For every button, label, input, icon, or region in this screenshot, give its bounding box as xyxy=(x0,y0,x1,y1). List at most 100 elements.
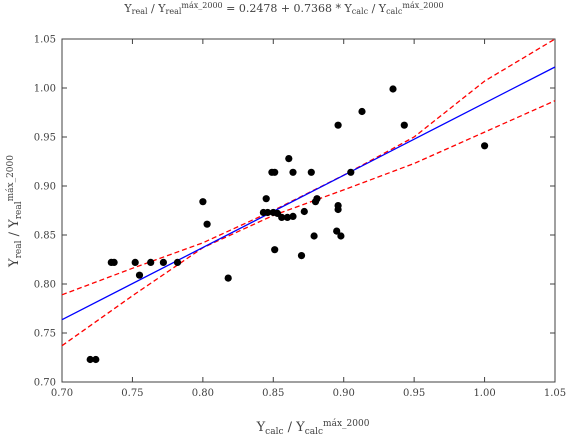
y-tick-label: 1.00 xyxy=(34,84,56,95)
y-tick: 0.95 xyxy=(34,133,555,144)
data-point xyxy=(400,121,408,129)
data-point xyxy=(203,220,211,228)
x-axis-label-part-0: Y xyxy=(256,420,266,435)
data-point xyxy=(271,246,279,254)
data-point xyxy=(300,207,308,216)
data-point xyxy=(110,258,118,266)
confidence-band xyxy=(61,38,556,347)
y-tick: 0.85 xyxy=(34,231,555,242)
y-tick-label: 0.85 xyxy=(34,231,56,242)
data-point xyxy=(289,168,297,176)
data-point xyxy=(135,271,144,279)
x-axis-label-part-2: / Y xyxy=(283,420,305,435)
regression-line xyxy=(61,66,556,321)
data-point xyxy=(271,168,279,176)
data-point xyxy=(337,232,345,240)
x-tick: 1.05 xyxy=(544,39,566,399)
chart-title-part-7: / Y xyxy=(368,2,387,15)
data-point xyxy=(131,258,139,266)
x-axis: 0.70 0.75 0.80 0.85 0.90 0.95 1.00 1.05 xyxy=(51,39,566,399)
chart-title-part-5: = 0.2478 + 0.7368 * Y xyxy=(223,2,353,15)
data-point xyxy=(264,208,272,217)
data-point xyxy=(86,355,94,364)
data-point xyxy=(283,213,291,221)
y-tick-label: 0.75 xyxy=(34,329,56,340)
plot-area: 0.70 0.75 0.80 0.85 0.90 0.95 1.00 1.05 0.700.7… xyxy=(34,35,566,400)
chart-title-part-6: calc xyxy=(352,7,369,16)
chart-title-part-9: máx_2000 xyxy=(402,1,443,10)
x-tick-label: 0.80 xyxy=(192,388,214,399)
data-point xyxy=(289,212,297,220)
data-points xyxy=(86,85,489,364)
data-point xyxy=(92,355,100,364)
y-axis-label-part-1: real xyxy=(14,240,24,258)
y-tick: 0.70 xyxy=(34,378,555,389)
y-axis-label-part-4: máx_2000 xyxy=(5,155,16,202)
data-point xyxy=(334,121,342,129)
chart-title-part-4: máx_2000 xyxy=(181,1,222,10)
data-point xyxy=(358,107,366,116)
y-tick-label: 0.90 xyxy=(34,182,56,193)
y-axis: 0.70 0.75 0.80 0.85 0.90 0.95 1.00 1.05 xyxy=(34,35,555,389)
data-point xyxy=(307,168,315,176)
x-axis-label-part-3: calc xyxy=(305,427,323,437)
data-point xyxy=(147,258,155,266)
data-point xyxy=(199,198,207,206)
data-point xyxy=(224,274,232,282)
x-tick: 0.95 xyxy=(403,39,425,399)
x-tick: 0.90 xyxy=(333,39,355,399)
x-tick-label: 1.00 xyxy=(473,388,495,399)
data-point xyxy=(173,258,182,266)
chart-title-part-2: / Y xyxy=(148,2,167,15)
x-tick-label: 0.90 xyxy=(333,388,355,399)
chart-title-part-8: calc xyxy=(386,7,403,16)
y-tick-label: 0.70 xyxy=(34,378,56,389)
y-tick-label: 0.95 xyxy=(34,133,56,144)
x-tick-label: 0.95 xyxy=(403,388,425,399)
x-tick-label: 0.75 xyxy=(121,388,143,399)
y-axis-label-part-0: Y xyxy=(7,258,22,268)
data-point xyxy=(333,227,341,235)
y-tick: 1.05 xyxy=(34,35,555,46)
plot-frame xyxy=(61,38,556,383)
y-tick-label: 0.80 xyxy=(34,280,56,291)
data-point xyxy=(313,195,321,203)
x-tick: 0.70 xyxy=(51,39,73,399)
data-point xyxy=(481,142,489,150)
x-axis-label-part-1: calc xyxy=(265,427,283,437)
y-axis-label-part-3: real xyxy=(14,201,24,219)
data-point xyxy=(347,168,355,176)
x-axis-label: Ycalc / Ycalcmáx_2000 xyxy=(256,418,370,437)
y-axis-label: Yreal / Yrealmáx_2000 xyxy=(5,155,24,268)
confidence-band-lower xyxy=(61,100,556,347)
data-point xyxy=(310,232,318,240)
regression-line-group xyxy=(61,66,556,321)
chart-title: Yreal / Yrealmáx_2000 = 0.2478 + 0.7368 … xyxy=(123,1,443,17)
x-tick-label: 0.70 xyxy=(51,388,73,399)
y-tick: 0.80 xyxy=(34,280,555,291)
y-tick: 0.90 xyxy=(34,182,555,193)
y-axis-label-part-2: / Y xyxy=(7,219,22,241)
y-tick: 0.75 xyxy=(34,329,555,340)
data-point xyxy=(334,205,342,214)
chart-title-part-1: real xyxy=(132,7,148,16)
data-point xyxy=(262,195,270,203)
chart-title-part-0: Y xyxy=(123,2,132,15)
confidence-band-upper xyxy=(61,38,556,296)
x-axis-label-part-4: máx_2000 xyxy=(323,418,370,429)
data-point xyxy=(389,85,397,93)
x-tick-label: 1.05 xyxy=(544,388,566,399)
x-tick: 0.80 xyxy=(192,39,214,399)
x-tick-label: 0.85 xyxy=(262,388,284,399)
data-point xyxy=(159,258,167,266)
data-point xyxy=(278,213,286,221)
y-tick: 1.00 xyxy=(34,84,555,95)
y-tick-label: 1.05 xyxy=(34,35,56,46)
data-point xyxy=(297,252,306,260)
chart-title-part-3: real xyxy=(166,7,182,16)
data-point xyxy=(285,155,293,163)
x-tick: 1.00 xyxy=(473,39,496,399)
x-tick: 0.85 xyxy=(262,39,284,399)
x-tick: 0.75 xyxy=(121,39,144,399)
